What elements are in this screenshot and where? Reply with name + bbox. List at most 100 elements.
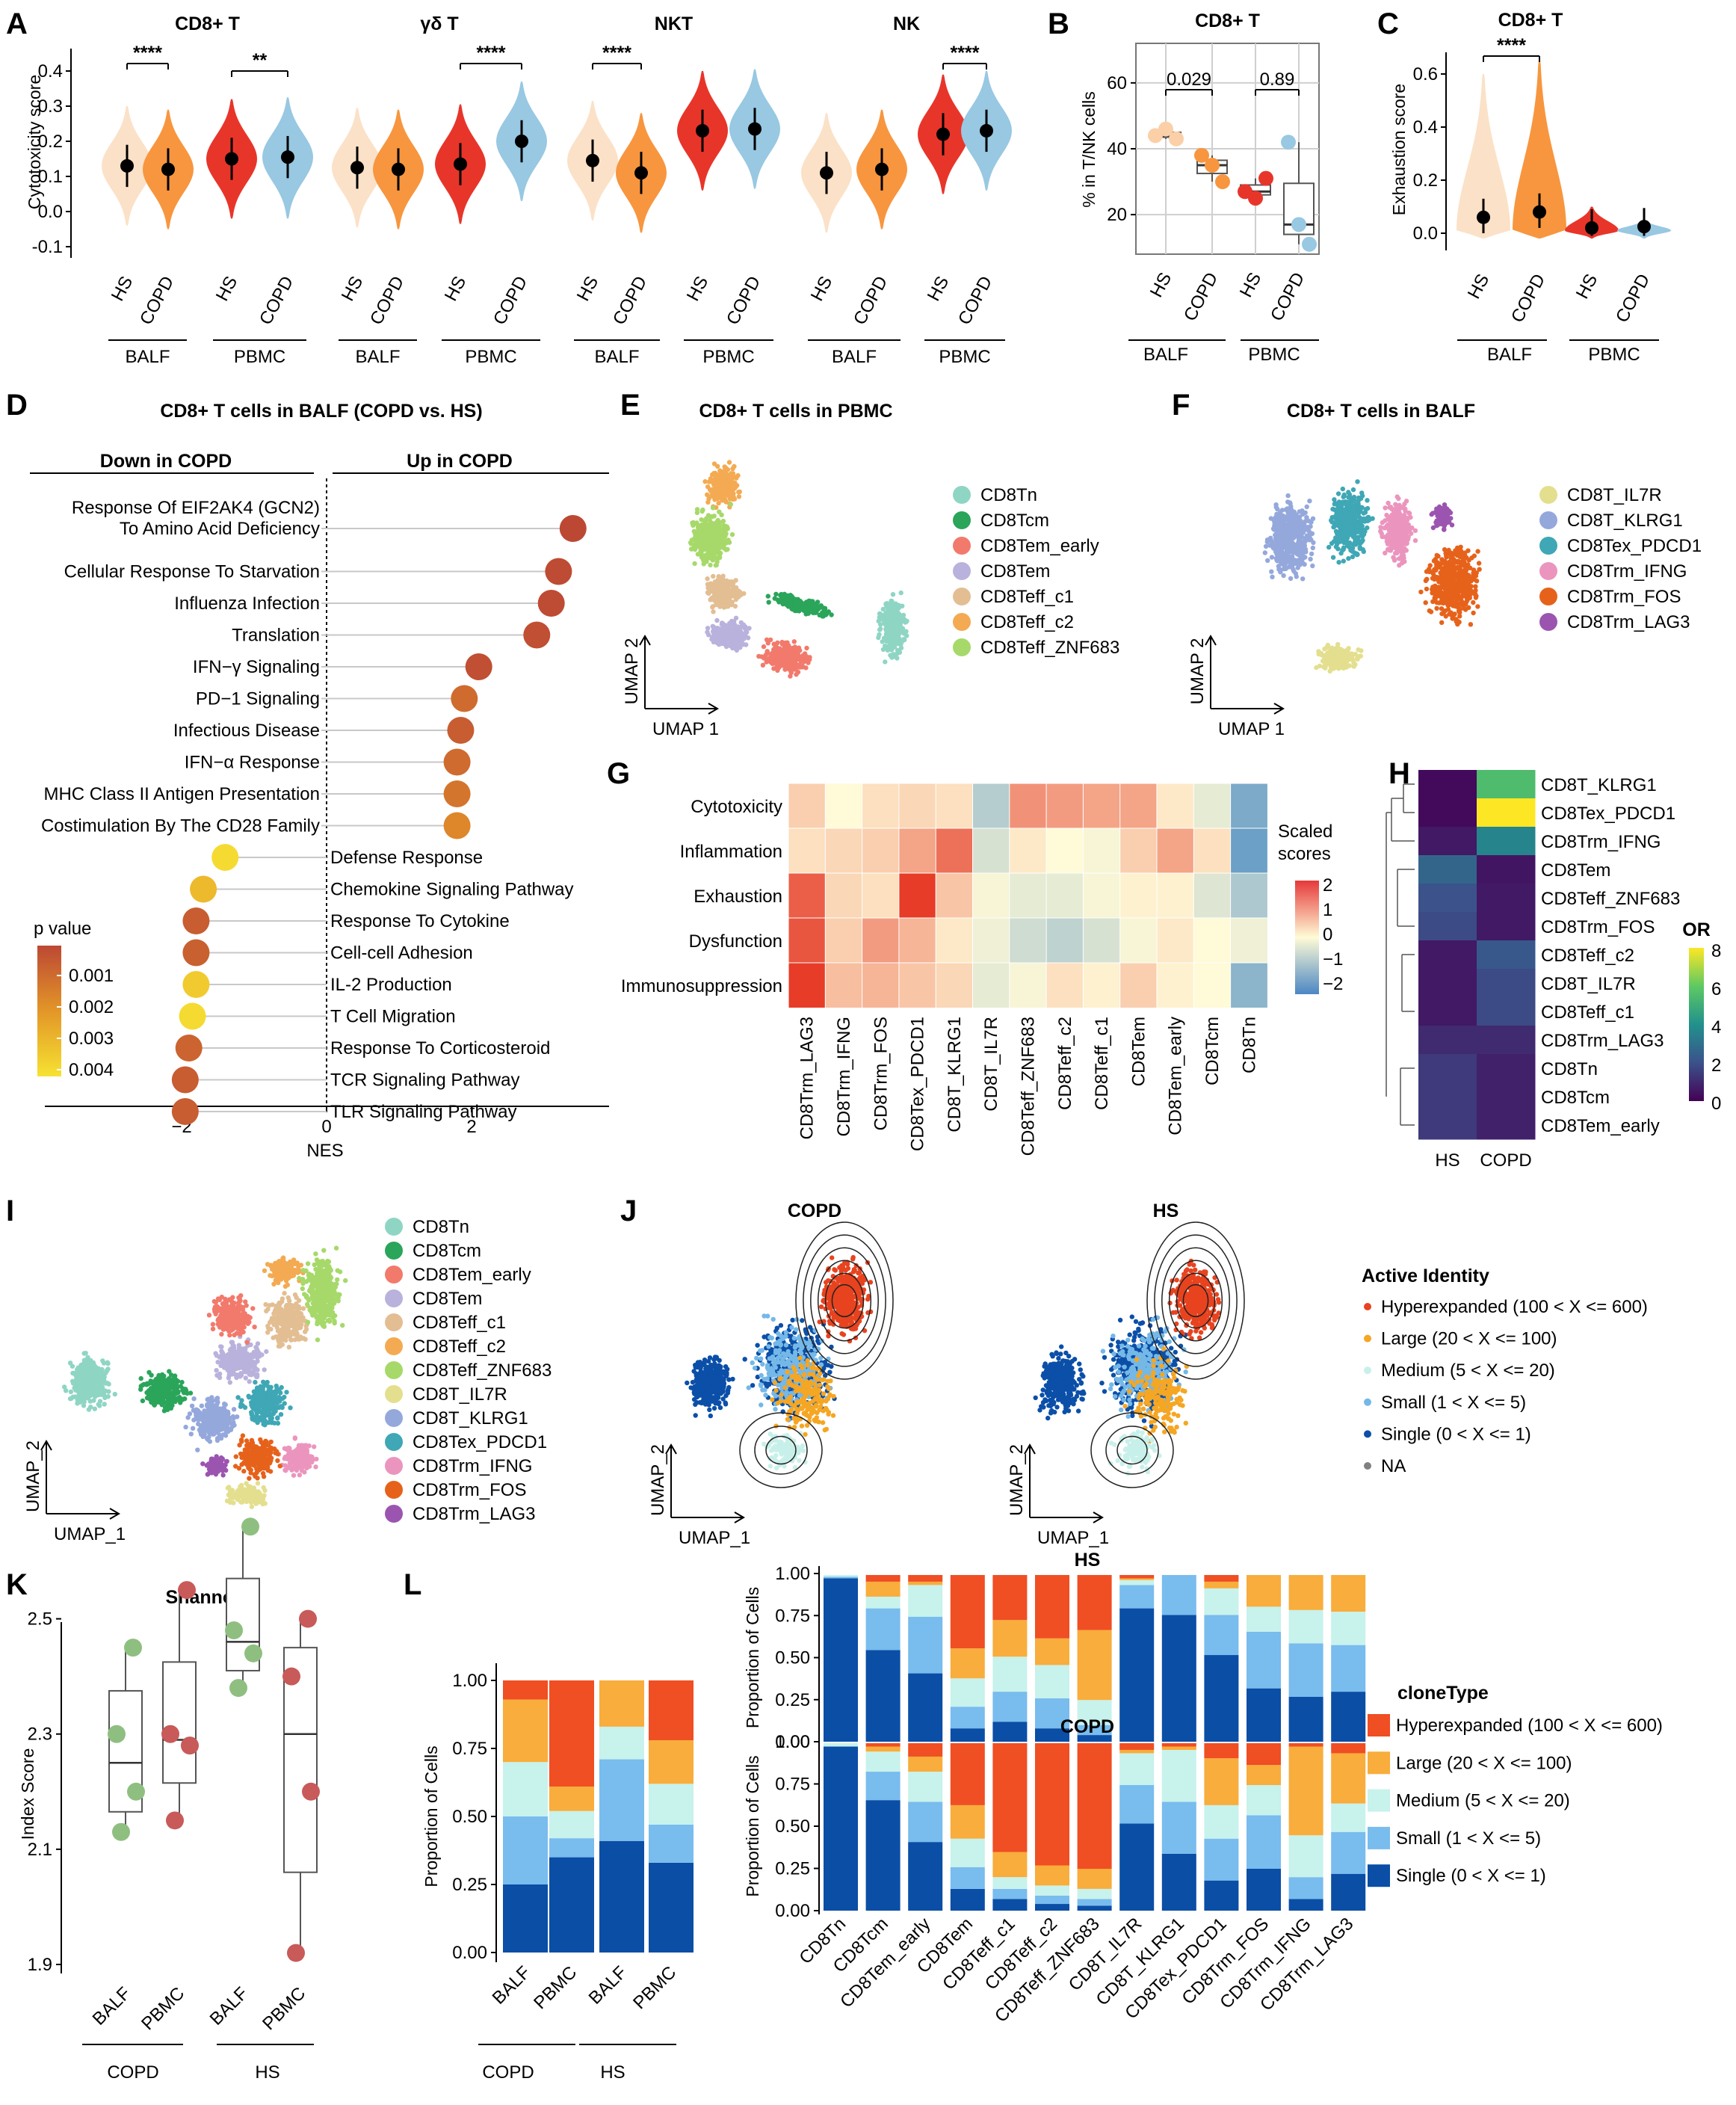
panelF-cluster-CD8Trm_FOS-point bbox=[1447, 591, 1452, 597]
panel-letter-C: C bbox=[1377, 7, 1399, 40]
panelF-cluster-CD8T_KLRG1-point bbox=[1280, 540, 1285, 545]
panelE-cluster-CD8Teff_c1-point bbox=[722, 591, 727, 597]
panelH-cell bbox=[1477, 1111, 1536, 1140]
panelD-legend-title: p value bbox=[34, 919, 91, 939]
panelF-cluster-CD8Tex_PDCD1-point bbox=[1351, 494, 1357, 500]
panelE-cluster-CD8Teff_c1 bbox=[705, 573, 747, 614]
panelE-cluster-CD8Tem_early-point bbox=[779, 659, 785, 665]
panelG-cell bbox=[1045, 917, 1084, 964]
panelE-cluster-CD8Tem_early-point bbox=[782, 640, 788, 646]
panelF-cluster-CD8T_KLRG1-point bbox=[1291, 511, 1297, 517]
panelF-cluster-CD8Trm_IFNG-point bbox=[1403, 539, 1409, 544]
panelI-cluster-CD8Tn-point bbox=[92, 1390, 97, 1396]
panelF-cluster-CD8Tex_PDCD1-point bbox=[1346, 555, 1351, 561]
panelF-cluster-CD8Trm_IFNG-point bbox=[1383, 505, 1388, 511]
panelG-row-label: Cytotoxicity bbox=[691, 797, 782, 817]
panelE-cluster-CD8Tem-point bbox=[724, 625, 729, 630]
panelD-dot bbox=[175, 1035, 203, 1061]
panelH-cell bbox=[1418, 1082, 1477, 1112]
panelF-cluster-CD8T_KLRG1-point bbox=[1262, 550, 1268, 555]
panelE-cluster-CD8Tem_early-point bbox=[795, 656, 800, 662]
panelG-col-label: CD8Trm_IFNG bbox=[834, 1017, 854, 1136]
panelH-colorbar-label: 8 bbox=[1711, 941, 1721, 961]
panelF-cluster-CD8T_KLRG1-point bbox=[1269, 555, 1275, 560]
panelF-cluster-CD8Trm_IFNG-point bbox=[1389, 534, 1394, 540]
panelE-cluster-CD8Teff_c1-point bbox=[719, 597, 724, 602]
panelA-group-label: COPD bbox=[609, 273, 651, 328]
panelF-cluster-CD8T_IL7R-point bbox=[1337, 665, 1342, 670]
panelF-cluster-CD8Trm_FOS-point bbox=[1457, 547, 1463, 553]
panel-letter-G: G bbox=[607, 757, 630, 790]
panelE-cluster-CD8Teff_c2-point bbox=[706, 479, 712, 484]
panelG-cell bbox=[1193, 783, 1232, 829]
panelA-tissue-label: BALF bbox=[594, 347, 639, 367]
panelF-cluster-CD8Trm_IFNG-point bbox=[1400, 528, 1406, 534]
panelF-cluster-CD8T_KLRG1-point bbox=[1300, 546, 1305, 551]
panelF-cluster-CD8T_KLRG1-point bbox=[1285, 493, 1291, 499]
panelF-axis-xlabel: UMAP 1 bbox=[1218, 719, 1285, 739]
panelF-cluster-CD8Trm_FOS-point bbox=[1423, 600, 1428, 605]
panelF-cluster-CD8Trm_LAG3-point bbox=[1439, 506, 1445, 512]
panelG-cell bbox=[1119, 827, 1158, 874]
panelE-cluster-CD8Tn-point bbox=[894, 632, 900, 638]
panelE-cluster-CD8Teff_c2-point bbox=[716, 500, 721, 506]
panelE-cluster-CD8Teff_c1-point bbox=[711, 609, 716, 614]
panelD-term-label: Chemokine Signaling Pathway bbox=[330, 880, 574, 900]
panelF-cluster-CD8Tex_PDCD1 bbox=[1326, 479, 1375, 565]
panelD-term-label: PD−1 Signaling bbox=[196, 689, 320, 709]
panelD-xtick-label: 2 bbox=[466, 1117, 476, 1137]
panelF-cluster-CD8Trm_FOS-point bbox=[1451, 575, 1457, 580]
panelF-cluster-CD8Trm_FOS-point bbox=[1439, 620, 1445, 625]
panelF-cluster-CD8Trm_FOS-point bbox=[1451, 582, 1457, 588]
panelH-row-label: CD8Trm_IFNG bbox=[1541, 832, 1661, 852]
panelE-cluster-CD8Teff_c2-point bbox=[720, 469, 725, 475]
panelE-cluster-CD8Tn-point bbox=[877, 627, 883, 632]
panelA-violin-median bbox=[350, 161, 364, 175]
panelI-cluster-CD8Tcm-point bbox=[167, 1369, 172, 1374]
panelE-cluster-CD8Teff_c2-point bbox=[734, 475, 739, 481]
panelA-group-label: COPD bbox=[256, 273, 297, 328]
panelG-cell bbox=[1119, 917, 1158, 964]
panelE-cluster-CD8Teff_c2-point bbox=[729, 487, 734, 493]
panelH-cell bbox=[1477, 1026, 1536, 1055]
panelE-cluster-CD8Tn-point bbox=[880, 639, 885, 644]
panelF-cluster-CD8Trm_FOS-point bbox=[1430, 571, 1436, 576]
panelI-cluster-CD8Tn bbox=[62, 1351, 117, 1412]
panelG-colorbar-label: 0 bbox=[1323, 925, 1332, 945]
panelE-cluster-CD8Tem-point bbox=[714, 617, 720, 623]
panelC-title: CD8+ T bbox=[1498, 10, 1563, 31]
panelA-violin-median bbox=[820, 166, 833, 180]
panelE-cluster-CD8Teff_c1-point bbox=[711, 591, 717, 596]
panelF-cluster-CD8Trm_FOS-point bbox=[1439, 561, 1444, 567]
panelE-cluster-CD8Teff_ZNF683-point bbox=[706, 546, 711, 552]
panelE-cluster-CD8Tn-point bbox=[895, 651, 900, 656]
panelF-cluster-CD8Trm_FOS-point bbox=[1433, 587, 1439, 592]
panelF-cluster-CD8Trm_LAG3-point bbox=[1440, 514, 1445, 519]
panelD-term-label: Influenza Infection bbox=[174, 594, 320, 614]
panelF-cluster-CD8T_KLRG1-point bbox=[1300, 508, 1305, 514]
panelF-cluster-CD8T_IL7R-point bbox=[1335, 646, 1340, 651]
panelF-cluster-CD8T_KLRG1-point bbox=[1280, 526, 1285, 531]
panelF-cluster-CD8Trm_FOS-point bbox=[1462, 590, 1468, 596]
panelH-cell bbox=[1418, 940, 1477, 970]
panelB-tissue-label: BALF bbox=[1143, 345, 1188, 365]
panelF-cluster-CD8Trm_FOS-point bbox=[1446, 584, 1451, 589]
panelE-cluster-CD8Teff_ZNF683-point bbox=[707, 518, 713, 524]
panelE-cluster-CD8Teff_c1-point bbox=[732, 603, 738, 609]
panelF-cluster-CD8Tex_PDCD1-point bbox=[1340, 486, 1346, 492]
panelA-group-label: HS bbox=[573, 273, 602, 304]
panelF-cluster-CD8T_KLRG1-point bbox=[1296, 518, 1301, 524]
panelC-category-label: HS bbox=[1464, 271, 1493, 302]
panelG-cell bbox=[1082, 872, 1121, 919]
panelE-cluster-CD8Teff_c1-point bbox=[711, 573, 716, 579]
panelF-cluster-CD8Trm_IFNG-point bbox=[1406, 511, 1412, 516]
panelF-cluster-CD8Trm_FOS-point bbox=[1445, 607, 1451, 612]
panelF-cluster-CD8Trm_IFNG-point bbox=[1383, 550, 1388, 555]
panelF-cluster-CD8T_KLRG1-point bbox=[1291, 540, 1296, 546]
panelC-violin-median bbox=[1637, 220, 1651, 234]
panelB-point bbox=[1194, 147, 1209, 163]
panelB-point bbox=[1215, 174, 1230, 190]
panelA-sig-label: **** bbox=[602, 43, 631, 64]
panelE-cluster-CD8Teff_ZNF683-point bbox=[721, 531, 727, 537]
panelE-cluster-CD8Tem_early-point bbox=[761, 644, 767, 650]
